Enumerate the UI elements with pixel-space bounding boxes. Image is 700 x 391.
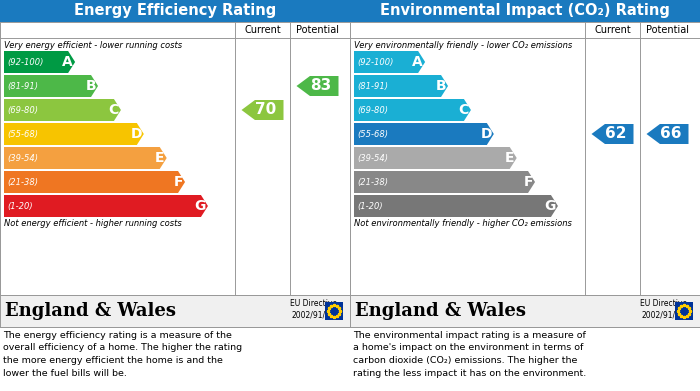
Polygon shape — [354, 171, 535, 193]
Text: C: C — [458, 103, 469, 117]
Bar — [0, 295, 350, 327]
Text: (81-91): (81-91) — [7, 81, 38, 90]
Polygon shape — [4, 171, 185, 193]
Polygon shape — [354, 195, 558, 217]
Text: F: F — [174, 175, 183, 189]
Polygon shape — [4, 123, 143, 145]
Text: Not environmentally friendly - higher CO₂ emissions: Not environmentally friendly - higher CO… — [354, 219, 572, 228]
Polygon shape — [4, 51, 75, 73]
Text: D: D — [130, 127, 142, 141]
Text: Potential: Potential — [646, 25, 689, 35]
Polygon shape — [647, 124, 689, 144]
Polygon shape — [241, 100, 284, 120]
Text: EU Directive
2002/91/EC: EU Directive 2002/91/EC — [290, 299, 337, 319]
Bar — [0, 22, 350, 295]
Text: (39-54): (39-54) — [7, 154, 38, 163]
Text: G: G — [545, 199, 556, 213]
Text: (21-38): (21-38) — [7, 178, 38, 187]
Text: Potential: Potential — [296, 25, 339, 35]
Text: (1-20): (1-20) — [357, 201, 383, 210]
Polygon shape — [4, 147, 167, 169]
Text: Current: Current — [244, 25, 281, 35]
Text: (92-100): (92-100) — [357, 57, 393, 66]
Bar — [0, 0, 350, 22]
Polygon shape — [592, 124, 634, 144]
Text: EU Directive
2002/91/EC: EU Directive 2002/91/EC — [640, 299, 687, 319]
Text: 62: 62 — [605, 127, 626, 142]
Text: Very energy efficient - lower running costs: Very energy efficient - lower running co… — [4, 41, 182, 50]
Text: Very environmentally friendly - lower CO₂ emissions: Very environmentally friendly - lower CO… — [354, 41, 573, 50]
Polygon shape — [4, 195, 208, 217]
Text: England & Wales: England & Wales — [5, 302, 176, 320]
Text: Current: Current — [594, 25, 631, 35]
Text: B: B — [85, 79, 96, 93]
Text: England & Wales: England & Wales — [355, 302, 526, 320]
Text: (69-80): (69-80) — [357, 106, 388, 115]
Text: D: D — [480, 127, 492, 141]
Text: The energy efficiency rating is a measure of the
overall efficiency of a home. T: The energy efficiency rating is a measur… — [3, 331, 242, 377]
Text: G: G — [195, 199, 206, 213]
Bar — [325, 302, 343, 320]
Polygon shape — [354, 147, 517, 169]
Text: B: B — [435, 79, 446, 93]
Polygon shape — [354, 123, 493, 145]
Text: (1-20): (1-20) — [7, 201, 33, 210]
Text: 66: 66 — [660, 127, 682, 142]
Bar — [675, 302, 693, 320]
Text: (69-80): (69-80) — [7, 106, 38, 115]
Text: C: C — [108, 103, 119, 117]
Text: (55-68): (55-68) — [7, 129, 38, 138]
Text: E: E — [505, 151, 514, 165]
Bar — [350, 0, 700, 22]
Polygon shape — [354, 99, 471, 121]
Text: (55-68): (55-68) — [357, 129, 388, 138]
Bar — [350, 22, 700, 295]
Polygon shape — [354, 75, 448, 97]
Polygon shape — [4, 99, 121, 121]
Text: A: A — [62, 55, 73, 69]
Polygon shape — [4, 75, 98, 97]
Text: F: F — [524, 175, 533, 189]
Text: The environmental impact rating is a measure of
a home's impact on the environme: The environmental impact rating is a mea… — [353, 331, 587, 377]
Text: Not energy efficient - higher running costs: Not energy efficient - higher running co… — [4, 219, 182, 228]
Text: Environmental Impact (CO₂) Rating: Environmental Impact (CO₂) Rating — [380, 4, 670, 18]
Text: 70: 70 — [256, 102, 276, 118]
Text: (92-100): (92-100) — [7, 57, 43, 66]
Text: 83: 83 — [310, 79, 332, 93]
Polygon shape — [354, 51, 425, 73]
Text: (39-54): (39-54) — [357, 154, 388, 163]
Text: E: E — [155, 151, 164, 165]
Text: (21-38): (21-38) — [357, 178, 388, 187]
Bar — [350, 295, 700, 327]
Text: Energy Efficiency Rating: Energy Efficiency Rating — [74, 4, 276, 18]
Polygon shape — [297, 76, 339, 96]
Text: (81-91): (81-91) — [357, 81, 388, 90]
Text: A: A — [412, 55, 423, 69]
